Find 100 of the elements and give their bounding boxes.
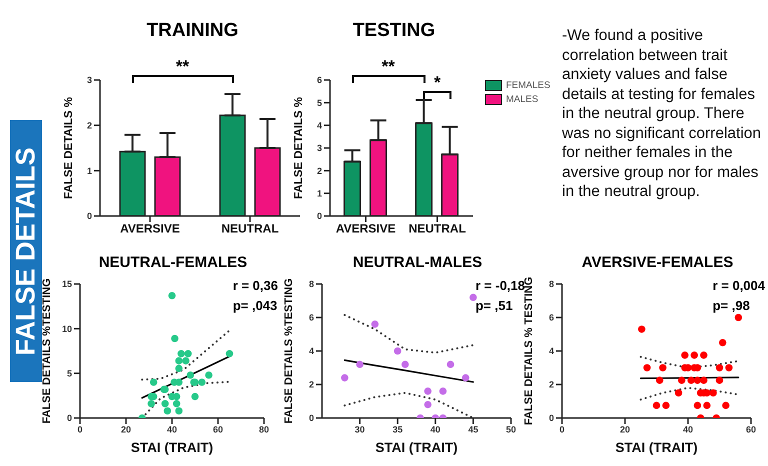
x-tick-label: 60: [212, 424, 224, 434]
x-tick-label: NEUTRAL: [408, 222, 466, 236]
point: [722, 402, 730, 410]
point: [424, 400, 432, 408]
y-axis-title: FALSE DETAILS %: [293, 96, 306, 200]
annotation: r = 0,004: [712, 277, 765, 295]
point: [371, 320, 379, 328]
y-tick-label: 6: [548, 312, 554, 323]
y-tick-label: 2: [316, 166, 322, 176]
point: [674, 389, 682, 397]
x-tick-label: 40: [430, 424, 440, 434]
point: [734, 314, 742, 322]
annotation: r = 0,36: [232, 277, 278, 295]
point: [198, 378, 206, 386]
point: [341, 374, 348, 382]
x-tick-label: 20: [120, 424, 132, 434]
point: [694, 376, 702, 384]
point: [226, 350, 234, 358]
point: [638, 326, 646, 333]
y-tick-label: 8: [548, 279, 554, 290]
annotation: *: [432, 72, 442, 93]
point: [690, 352, 698, 359]
point: [652, 402, 660, 410]
point: [700, 376, 708, 384]
y-tick-label: 6: [308, 312, 314, 323]
point: [681, 352, 689, 359]
point: [148, 400, 155, 408]
legend-label: FEMALES: [506, 80, 550, 91]
y-tick-label: 0: [548, 413, 554, 424]
point: [659, 364, 666, 372]
point: [402, 360, 409, 368]
point: [171, 334, 178, 342]
point: [678, 376, 686, 384]
point: [150, 378, 158, 386]
line-series: [141, 329, 230, 381]
y-tick-label: 4: [308, 346, 314, 356]
point: [662, 402, 670, 410]
point: [462, 374, 470, 382]
x-tick-label: 35: [392, 424, 403, 434]
y-tick-label: 10: [62, 324, 72, 334]
line-series: [344, 359, 474, 383]
annotation: p= ,51: [475, 298, 513, 313]
line-series: [640, 386, 740, 401]
y-tick-label: 4: [316, 120, 322, 131]
point: [643, 364, 651, 372]
point: [356, 360, 364, 368]
y-tick-label: 4: [548, 346, 554, 356]
point: [703, 402, 711, 410]
y-tick-label: 1: [316, 188, 322, 199]
point: [725, 364, 733, 372]
chart-title: TRAINING: [146, 20, 240, 43]
point: [191, 392, 199, 400]
point: [168, 292, 176, 300]
y-tick-label: 5: [316, 98, 322, 108]
point: [439, 388, 447, 395]
chart-title: TESTING: [352, 20, 436, 43]
x-tick-label: 40: [682, 424, 694, 434]
x-tick-label: 0: [559, 424, 565, 434]
point: [694, 402, 702, 410]
x-tick-label: 80: [258, 424, 270, 434]
y-tick-label: 1: [86, 166, 92, 176]
y-tick-label: 0: [308, 413, 314, 424]
point: [687, 376, 695, 384]
y-tick-label: 5: [66, 368, 72, 379]
y-tick-label: 3: [316, 143, 322, 154]
x-axis-title: STAI (TRAIT): [130, 440, 214, 455]
point: [424, 388, 432, 395]
y-tick-label: 3: [86, 75, 92, 86]
legend-label: MALES: [506, 94, 538, 105]
point: [161, 400, 169, 408]
y-tick-label: 15: [62, 279, 72, 290]
point: [205, 371, 212, 379]
x-tick-label: 45: [468, 424, 478, 434]
x-tick-label: 50: [506, 424, 516, 434]
text: FALSE DETAILS: [10, 146, 42, 356]
y-tick-label: 8: [308, 279, 314, 290]
annotation: r = -0,18: [475, 278, 525, 293]
y-axis-title: FALSE DETAILS % TESTING: [522, 276, 535, 426]
point: [186, 371, 194, 379]
point: [394, 347, 402, 355]
point: [178, 350, 185, 358]
x-tick-label: 30: [354, 424, 365, 434]
x-tick-label: 0: [77, 424, 83, 434]
annotation: p= ,98: [712, 297, 751, 315]
point: [656, 376, 664, 384]
point: [175, 407, 183, 414]
point: [716, 364, 724, 372]
point: [182, 357, 190, 364]
x-tick-label: 40: [166, 424, 178, 434]
x-tick-label: NEUTRAL: [221, 222, 279, 236]
point: [716, 376, 724, 384]
x-axis-title: STAI (TRAIT): [375, 440, 458, 455]
x-tick-label: 60: [746, 424, 756, 434]
y-tick-label: 2: [308, 380, 314, 390]
point: [718, 338, 726, 346]
point: [700, 352, 708, 359]
y-tick-label: 2: [548, 380, 554, 390]
y-tick-label: 0: [316, 211, 322, 222]
y-axis-title: FALSE DETAILS %: [63, 96, 76, 200]
text: **: [174, 57, 190, 77]
